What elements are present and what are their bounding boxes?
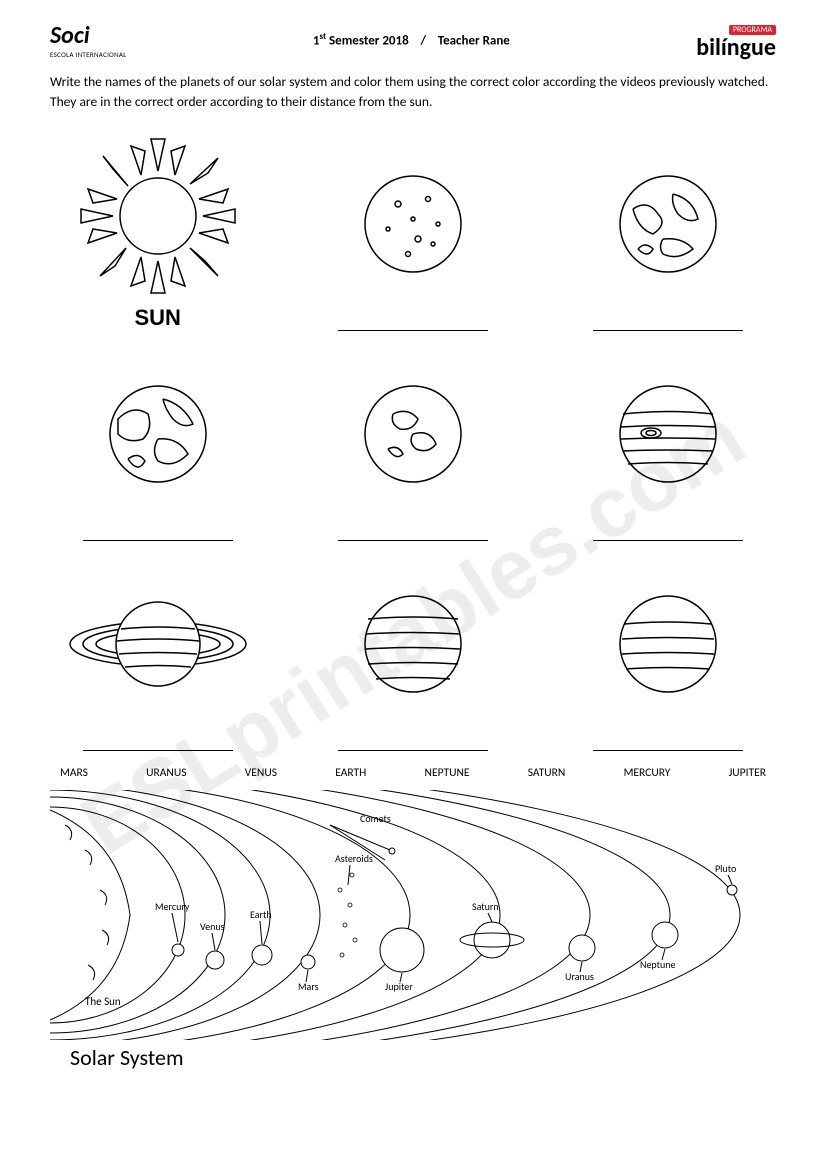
cell-mercury [305, 131, 520, 331]
blank-line[interactable] [338, 540, 488, 541]
word-bank-item: EARTH [335, 766, 366, 780]
label-sun: The Sun [85, 995, 121, 1008]
word-bank-item: MARS [60, 766, 88, 780]
venus-icon [613, 131, 723, 316]
blank-line[interactable] [593, 540, 743, 541]
instructions-text: Write the names of the planets of our so… [50, 72, 776, 111]
word-bank-item: VENUS [245, 766, 277, 780]
blank-line[interactable] [83, 750, 233, 751]
uranus-icon [358, 551, 468, 736]
solar-system-title: Solar System [70, 1044, 776, 1071]
word-bank: MARS URANUS VENUS EARTH NEPTUNE SATURN M… [60, 766, 766, 780]
cell-earth [50, 341, 265, 541]
blank-line[interactable] [83, 540, 233, 541]
label-saturn: Saturn [472, 900, 499, 913]
cell-mars [305, 341, 520, 541]
header-center: 1st Semester 2018 / Teacher Rane [127, 31, 697, 48]
word-bank-item: SATURN [528, 766, 566, 780]
blank-line[interactable] [593, 750, 743, 751]
cell-saturn [50, 551, 265, 751]
cell-uranus [305, 551, 520, 751]
blank-line[interactable] [338, 750, 488, 751]
word-bank-item: MERCURY [624, 766, 671, 780]
label-uranus: Uranus [565, 970, 594, 983]
worksheet-page: Soci ESCOLA INTERNACIONAL 1st Semester 2… [0, 0, 826, 1081]
label-asteroids: Asteroids [335, 852, 373, 865]
logo-left-main: Soci [50, 21, 127, 50]
label-comets: Comets [360, 812, 391, 825]
cell-neptune [561, 551, 776, 751]
blank-line[interactable] [338, 330, 488, 331]
sun-label: SUN [134, 305, 180, 331]
label-neptune: Neptune [640, 958, 675, 971]
cell-venus [561, 131, 776, 331]
label-pluto: Pluto [715, 862, 736, 875]
blank-line[interactable] [593, 330, 743, 331]
saturn-icon [63, 551, 253, 736]
label-venus: Venus [200, 920, 225, 933]
word-bank-item: URANUS [146, 766, 186, 780]
neptune-icon [613, 551, 723, 736]
logo-left: Soci ESCOLA INTERNACIONAL [50, 21, 127, 59]
word-bank-item: NEPTUNE [425, 766, 470, 780]
label-jupiter: Jupiter [385, 980, 413, 993]
mercury-icon [358, 131, 468, 316]
cell-jupiter [561, 341, 776, 541]
logo-right: PROGRAMA bilíngue [696, 20, 776, 60]
bilingue-text: bilíngue [696, 33, 776, 62]
word-bank-item: JUPITER [729, 766, 766, 780]
solar-system-diagram: The Sun Mercury Venus Earth Mars Jupiter… [50, 790, 776, 1040]
cell-sun: SUN [50, 131, 265, 331]
jupiter-icon [613, 341, 723, 526]
sun-icon [73, 131, 243, 301]
label-mercury: Mercury [155, 900, 190, 913]
mars-icon [358, 341, 468, 526]
label-earth: Earth [250, 908, 272, 921]
header: Soci ESCOLA INTERNACIONAL 1st Semester 2… [50, 20, 776, 60]
logo-left-sub: ESCOLA INTERNACIONAL [50, 50, 127, 59]
label-mars: Mars [298, 980, 319, 993]
planet-grid: SUN [50, 131, 776, 751]
earth-icon [103, 341, 213, 526]
